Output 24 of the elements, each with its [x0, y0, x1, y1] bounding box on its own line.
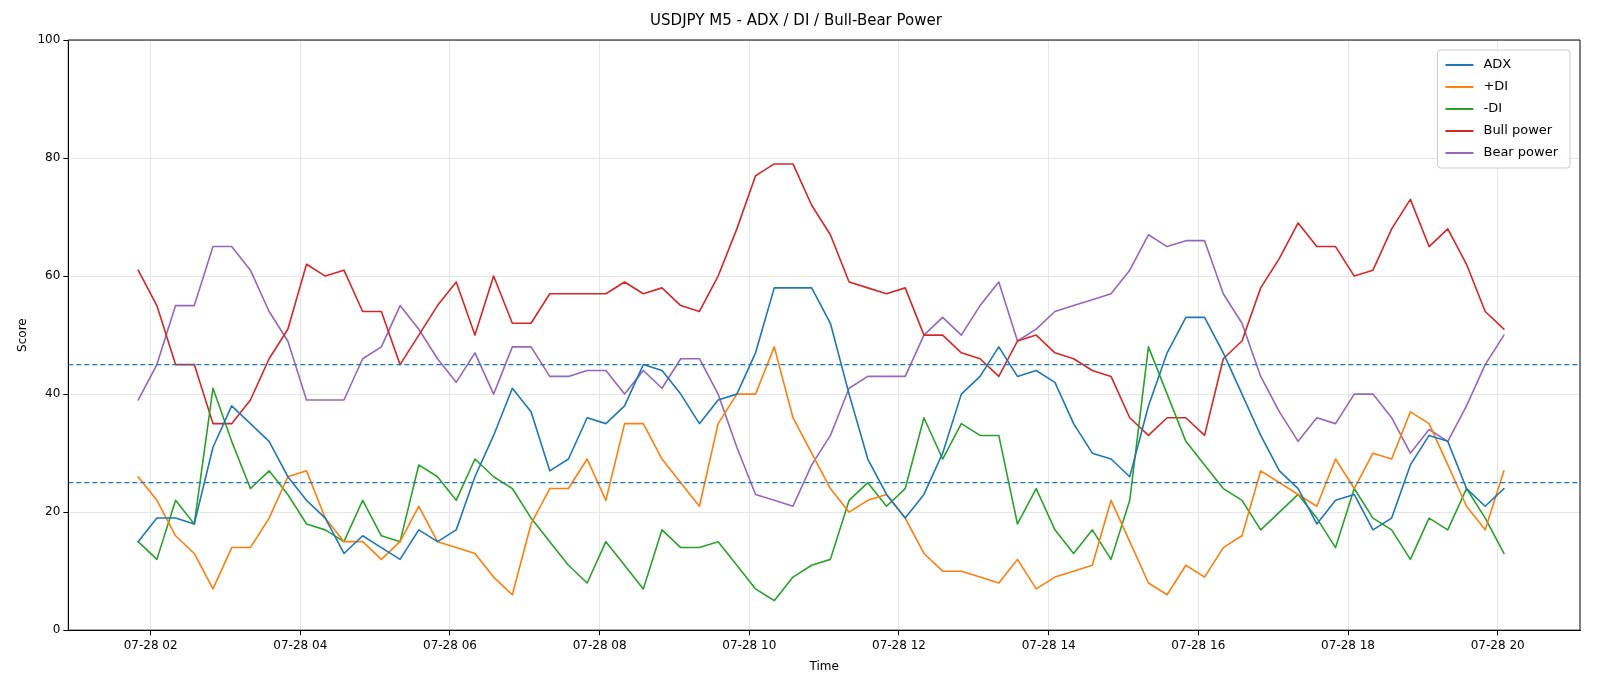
x-tick-label: 07-28 02 — [123, 637, 178, 652]
y-tick-label: 20 — [45, 504, 61, 519]
y-tick-label: 60 — [45, 268, 61, 283]
y-tick-label: 100 — [37, 32, 61, 47]
legend-label: -DI — [1483, 100, 1503, 116]
x-tick-label: 07-28 04 — [273, 637, 328, 652]
x-tick-label: 07-28 06 — [422, 637, 477, 652]
x-tick-label: 07-28 10 — [722, 637, 777, 652]
y-tick-label: 80 — [45, 150, 61, 165]
x-tick-label: 07-28 14 — [1021, 637, 1076, 652]
y-tick-label: 40 — [45, 386, 61, 401]
y-axis-title: Score — [15, 318, 30, 352]
legend-label: ADX — [1483, 56, 1512, 72]
x-tick-label: 07-28 18 — [1321, 637, 1375, 652]
legend-label: +DI — [1483, 78, 1509, 94]
x-tick-label: 07-28 16 — [1171, 637, 1226, 652]
legend-label: Bear power — [1483, 144, 1559, 160]
x-tick-label: 07-28 20 — [1470, 637, 1525, 652]
x-tick-label: 07-28 12 — [872, 637, 926, 652]
legend-label: Bull power — [1483, 122, 1553, 138]
x-tick-label: 07-28 08 — [572, 637, 627, 652]
y-tick-label: 0 — [52, 622, 61, 637]
x-axis-title: Time — [808, 658, 839, 673]
chart-title: USDJPY M5 - ADX / DI / Bull-Bear Power — [650, 10, 943, 29]
